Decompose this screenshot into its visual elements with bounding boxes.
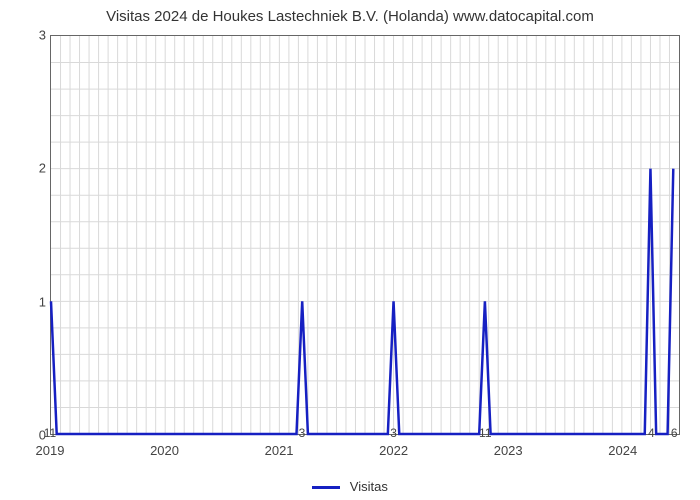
chart-container: Visitas 2024 de Houkes Lastechniek B.V. …: [0, 0, 700, 500]
peak-label: 6: [671, 426, 678, 440]
peak-label: 11: [479, 426, 491, 440]
y-tick-label: 1: [28, 294, 46, 309]
peak-label: 11: [44, 426, 56, 440]
chart-title: Visitas 2024 de Houkes Lastechniek B.V. …: [0, 0, 700, 25]
plot-area: [50, 35, 680, 435]
legend-swatch: [312, 486, 340, 489]
peak-label: 4: [648, 426, 655, 440]
x-tick-label: 2019: [36, 443, 65, 458]
y-tick-label: 2: [28, 161, 46, 176]
x-tick-label: 2023: [494, 443, 523, 458]
x-tick-label: 2021: [265, 443, 294, 458]
peak-label: 3: [299, 426, 306, 440]
legend: Visitas: [0, 479, 700, 494]
line-svg: [51, 36, 679, 434]
y-tick-label: 3: [28, 28, 46, 43]
legend-label: Visitas: [350, 479, 388, 494]
x-tick-label: 2020: [150, 443, 179, 458]
x-tick-label: 2024: [608, 443, 637, 458]
peak-label: 3: [390, 426, 397, 440]
x-tick-label: 2022: [379, 443, 408, 458]
